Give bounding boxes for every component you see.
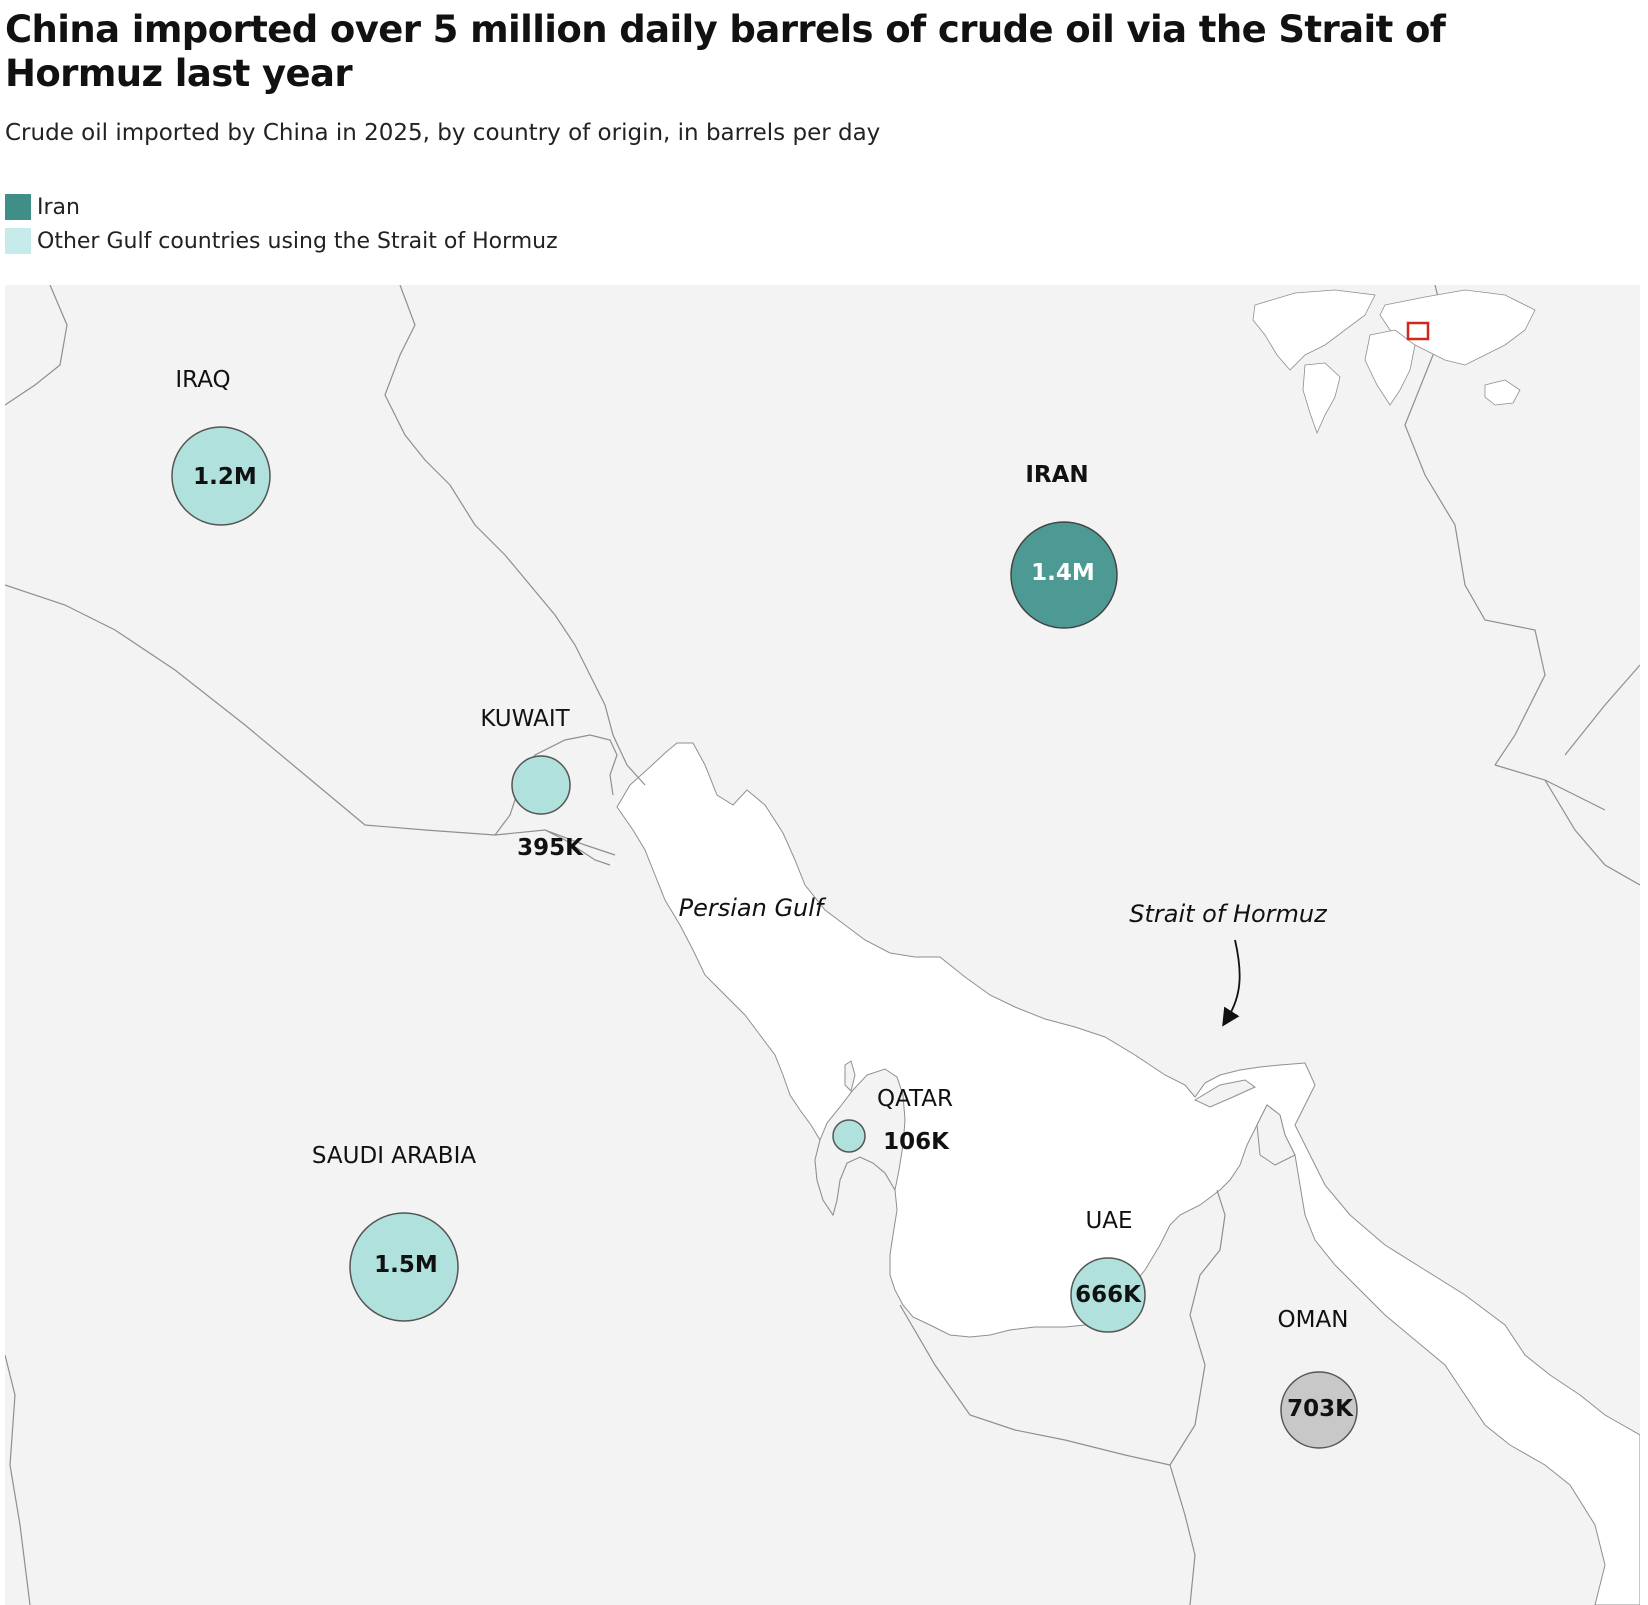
border-iran-east xyxy=(1404,285,1546,766)
value-kuwait: 395K xyxy=(517,835,584,861)
label-kuwait: KUWAIT xyxy=(480,706,570,732)
world-inset xyxy=(1252,289,1536,435)
label-saudi-arabia: SAUDI ARABIA xyxy=(312,1143,476,1169)
inset-region-marker xyxy=(1406,321,1430,341)
hormuz-arrow xyxy=(1222,939,1241,1027)
border-iraq-syria xyxy=(5,285,68,406)
label-iraq: IRAQ xyxy=(175,367,230,393)
value-iran: 1.4M xyxy=(1031,560,1095,586)
legend-swatch-other-gulf xyxy=(5,228,31,254)
legend-label-iran: Iran xyxy=(37,194,80,220)
value-qatar: 106K xyxy=(883,1129,950,1155)
label-strait-of-hormuz: Strait of Hormuz xyxy=(1129,900,1328,928)
label-persian-gulf: Persian Gulf xyxy=(679,894,827,922)
border-kuwait-iraq xyxy=(494,734,618,836)
bubble-kuwait xyxy=(511,755,571,815)
value-oman: 703K xyxy=(1287,1396,1354,1422)
legend-item-iran: Iran xyxy=(5,190,558,224)
value-uae: 666K xyxy=(1075,1282,1142,1308)
border-saudi-oman xyxy=(1169,1464,1196,1605)
chart-subtitle: Crude oil imported by China in 2025, by … xyxy=(5,120,881,146)
border-saudi-uae xyxy=(899,1304,1171,1466)
border-iraq-iran xyxy=(384,285,646,786)
inset-africa xyxy=(1364,329,1416,406)
border-iraq-saudi xyxy=(5,584,616,856)
inset-south-america xyxy=(1302,362,1341,435)
bubble-iraq xyxy=(171,426,271,526)
label-oman: OMAN xyxy=(1278,1307,1349,1333)
bubble-iran xyxy=(1010,521,1118,629)
region-map: IRAQ IRAN KUWAIT QATAR SAUDI ARABIA UAE … xyxy=(5,285,1640,1605)
legend-swatch-iran xyxy=(5,194,31,220)
value-saudi-arabia: 1.5M xyxy=(374,1252,438,1278)
bahrain-land xyxy=(844,1060,856,1092)
legend-item-other-gulf: Other Gulf countries using the Strait of… xyxy=(5,224,558,258)
bubble-uae xyxy=(1070,1257,1146,1333)
label-uae: UAE xyxy=(1085,1208,1132,1234)
bubble-oman xyxy=(1280,1371,1358,1449)
legend: Iran Other Gulf countries using the Stra… xyxy=(5,190,558,258)
bubble-saudi xyxy=(349,1212,459,1322)
border-pakistan-south xyxy=(1544,779,1640,886)
border-kuwait-saudi xyxy=(544,829,611,866)
qeshm-island xyxy=(1193,1079,1257,1108)
country-borders xyxy=(5,285,1640,1605)
border-far-east xyxy=(1564,664,1640,756)
musandam-land xyxy=(1256,1104,1296,1166)
bubble-qatar xyxy=(832,1119,866,1153)
border-afghan-pakistan xyxy=(1494,764,1606,811)
label-qatar: QATAR xyxy=(877,1086,953,1112)
label-iran: IRAN xyxy=(1025,462,1088,488)
inset-north-america xyxy=(1252,289,1376,371)
legend-label-other-gulf: Other Gulf countries using the Strait of… xyxy=(37,228,558,254)
border-uae-oman xyxy=(1169,1189,1226,1466)
chart-title: China imported over 5 million daily barr… xyxy=(5,8,1446,95)
value-iraq: 1.2M xyxy=(193,464,257,490)
border-saudi-southwest xyxy=(5,1354,31,1605)
inset-australia xyxy=(1484,379,1521,406)
